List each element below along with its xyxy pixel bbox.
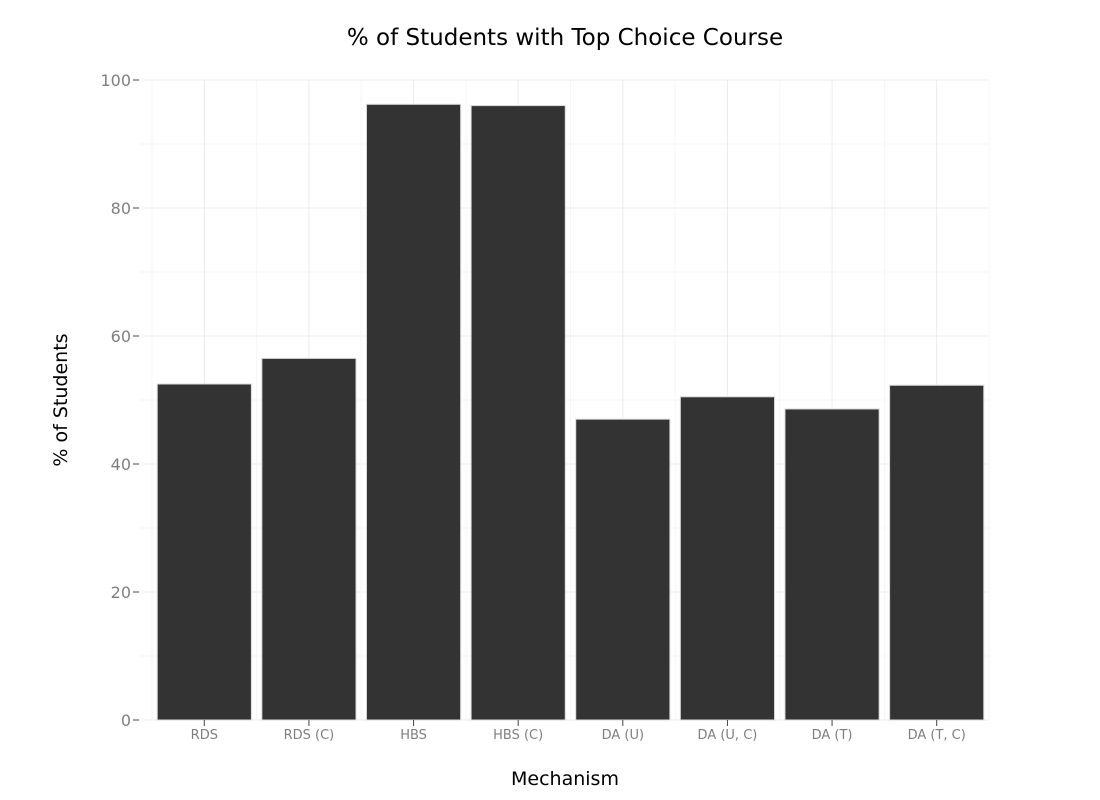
bar <box>261 357 357 721</box>
bar <box>365 103 462 721</box>
y-tick-label: 0 <box>121 711 131 730</box>
y-tick-label: 40 <box>111 455 131 474</box>
x-axis-title: Mechanism <box>511 768 619 790</box>
x-tick-label: HBS <box>400 728 427 743</box>
bar <box>470 105 566 721</box>
x-tick-label: HBS (C) <box>493 728 543 743</box>
y-tick-label: 80 <box>111 199 131 218</box>
x-tick-label: DA (U, C) <box>698 728 758 743</box>
x-tick-label: RDS (C) <box>284 728 335 743</box>
x-tick-label: RDS <box>191 728 218 743</box>
y-tick-label: 100 <box>100 71 131 90</box>
chart-title: % of Students with Top Choice Course <box>347 25 783 51</box>
bars-layer <box>156 103 985 721</box>
bar <box>156 383 252 721</box>
y-tick-label: 20 <box>111 583 131 602</box>
y-tick-label: 60 <box>111 327 131 346</box>
bar <box>889 384 985 721</box>
x-tick-label: DA (U) <box>602 728 644 743</box>
x-tick-label: DA (T, C) <box>908 728 966 743</box>
bar <box>784 408 880 721</box>
bar <box>575 418 671 721</box>
axes-layer: 0 20 40 60 80 100 RDS RDS (C) HBS HBS (C) DA (U) DA… <box>100 71 965 743</box>
x-tick-label: DA (T) <box>812 728 853 743</box>
bar <box>679 396 776 721</box>
y-axis-title: % of Students <box>50 333 72 466</box>
